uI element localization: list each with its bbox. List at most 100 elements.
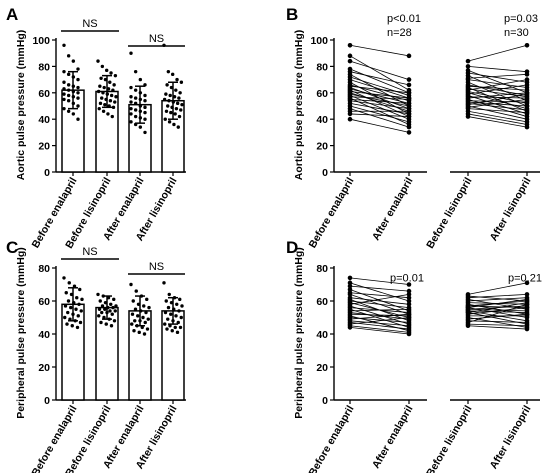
paired-line (349, 300, 410, 308)
data-point (179, 315, 183, 320)
data-point (175, 101, 180, 106)
data-point (143, 105, 147, 110)
data-point (136, 314, 140, 318)
data-point (71, 112, 76, 116)
y-tick-label: 60 (316, 88, 328, 100)
paired-line (349, 313, 410, 320)
data-point (113, 100, 117, 104)
data-point (406, 114, 412, 119)
paired-line (467, 100, 528, 103)
data-point (102, 85, 106, 90)
data-point (98, 299, 102, 303)
data-point (110, 114, 114, 119)
y-axis-label: Peripheral pulse pressure (mmHg) (293, 247, 305, 419)
data-point (96, 59, 100, 63)
data-point (137, 330, 141, 335)
paired-line (467, 99, 528, 117)
data-point (100, 64, 105, 69)
data-point (165, 83, 169, 87)
data-point (62, 69, 66, 74)
paired-line (349, 93, 410, 107)
data-point (64, 291, 68, 295)
data-point (465, 114, 471, 119)
data-point (76, 85, 80, 90)
comparison-label: NS (82, 246, 97, 258)
data-point (111, 88, 115, 92)
data-point (347, 111, 353, 117)
data-point (133, 101, 138, 106)
data-point (62, 97, 66, 102)
x-tick-label: Before enalapril (307, 403, 357, 473)
paired-line (467, 85, 528, 91)
data-point (144, 310, 148, 315)
data-point (406, 124, 412, 130)
data-point (131, 299, 135, 303)
data-point (164, 299, 168, 303)
data-point (143, 110, 147, 115)
paired-line (349, 55, 410, 91)
y-tick-label: 80 (38, 263, 50, 275)
data-point (66, 83, 71, 87)
comparison-label: NS (82, 18, 97, 30)
paired-line (467, 307, 528, 315)
y-tick-label: 60 (316, 296, 328, 308)
paired-line (467, 282, 528, 295)
data-point (76, 314, 80, 318)
data-point (66, 72, 71, 77)
data-point (113, 309, 117, 313)
data-point (75, 325, 80, 330)
data-point (101, 91, 105, 95)
y-tick-label: 20 (316, 362, 328, 374)
paired-line (349, 277, 410, 285)
data-point (174, 88, 178, 92)
paired-line (467, 92, 528, 110)
data-point (524, 326, 530, 332)
data-point (69, 305, 73, 310)
data-point (167, 99, 171, 103)
y-tick-label: 20 (38, 362, 50, 374)
data-point (134, 289, 138, 293)
paired-line (349, 322, 410, 330)
paired-line (467, 325, 528, 330)
y-tick-label: 40 (38, 329, 50, 341)
data-point (406, 82, 412, 88)
paired-line (467, 79, 528, 91)
data-point (79, 309, 83, 313)
paired-line (467, 69, 528, 94)
data-point (100, 304, 105, 308)
data-point (133, 307, 138, 311)
data-point (167, 292, 171, 297)
y-tick-label: 60 (38, 88, 50, 100)
data-point (177, 309, 181, 313)
data-point (178, 91, 182, 95)
data-point (108, 309, 112, 313)
y-axis-label: Aortic pulse pressure (mmHg) (15, 30, 27, 181)
paired-line (349, 297, 410, 305)
data-point (347, 275, 353, 281)
data-point (138, 77, 143, 82)
data-point (66, 109, 71, 113)
annotation: n=28 (387, 27, 412, 39)
data-point (347, 116, 353, 122)
data-point (143, 93, 147, 98)
data-point (97, 307, 102, 311)
data-point (111, 305, 115, 310)
data-point (68, 317, 72, 321)
data-point (133, 88, 138, 92)
data-point (143, 99, 147, 103)
y-tick-label: 0 (44, 167, 50, 179)
paired-line (349, 285, 410, 292)
paired-line (349, 108, 410, 128)
data-point (406, 77, 412, 82)
annotation: p<0.01 (387, 13, 421, 25)
paired-line (349, 292, 410, 299)
data-point (465, 64, 471, 69)
data-point (180, 304, 184, 308)
data-point (524, 103, 530, 109)
data-point (106, 112, 110, 116)
data-point (66, 88, 71, 92)
data-point (178, 297, 182, 302)
paired-line (349, 71, 410, 86)
data-point (109, 71, 113, 75)
